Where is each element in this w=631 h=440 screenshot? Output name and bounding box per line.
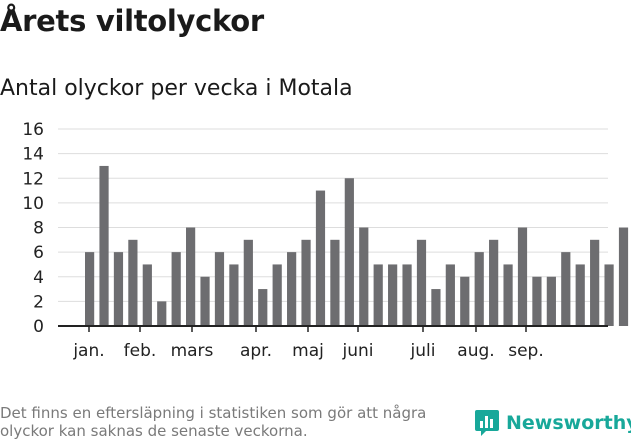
y-tick-label: 0 bbox=[33, 317, 44, 337]
y-tick-label: 6 bbox=[33, 243, 44, 263]
bar bbox=[489, 239, 499, 326]
chart-title: Årets viltolyckor bbox=[0, 4, 264, 38]
x-tick-label: jan. bbox=[72, 341, 104, 361]
x-tick-label: juli bbox=[410, 341, 436, 361]
footnote: Det finns en eftersläpning i statistiken… bbox=[0, 404, 427, 440]
bar bbox=[561, 252, 571, 327]
bar bbox=[157, 301, 167, 327]
newsworthy-logo-icon bbox=[475, 410, 499, 436]
bar bbox=[388, 264, 398, 326]
bar bbox=[243, 239, 253, 326]
bar bbox=[402, 264, 412, 326]
bar bbox=[445, 264, 455, 326]
chart-subtitle: Antal olyckor per vecka i Motala bbox=[0, 76, 353, 101]
x-tick-label: aug. bbox=[457, 341, 494, 361]
bar bbox=[416, 239, 427, 326]
bar bbox=[503, 264, 513, 326]
y-tick-label: 16 bbox=[22, 120, 44, 140]
y-tick-label: 8 bbox=[33, 219, 44, 239]
bar bbox=[85, 252, 95, 327]
bar bbox=[200, 276, 210, 326]
x-tick-label: mars bbox=[171, 341, 214, 361]
bar bbox=[431, 289, 441, 326]
x-tick-label: maj bbox=[292, 341, 324, 361]
bar bbox=[128, 239, 138, 326]
bar bbox=[171, 252, 181, 327]
x-tick-label: apr. bbox=[240, 341, 272, 361]
brand-name: Newsworthy bbox=[506, 412, 631, 434]
bar bbox=[113, 252, 124, 327]
bar bbox=[229, 264, 239, 326]
bar bbox=[301, 239, 311, 326]
bar bbox=[258, 289, 268, 326]
bar bbox=[590, 239, 600, 326]
bar bbox=[474, 252, 484, 327]
bar bbox=[575, 264, 585, 326]
bar bbox=[214, 252, 225, 327]
bar bbox=[330, 239, 340, 326]
x-tick-label: feb. bbox=[124, 341, 157, 361]
bar bbox=[344, 178, 354, 326]
bar bbox=[99, 165, 109, 326]
bar bbox=[532, 276, 542, 326]
bar bbox=[618, 227, 629, 326]
x-tick-label: sep. bbox=[508, 341, 544, 361]
bar bbox=[460, 276, 470, 326]
bar bbox=[315, 190, 326, 326]
y-tick-label: 10 bbox=[22, 194, 44, 214]
bar bbox=[359, 227, 369, 326]
y-tick-label: 14 bbox=[22, 145, 44, 165]
bar bbox=[604, 264, 614, 326]
bar bbox=[272, 264, 282, 326]
y-tick-label: 2 bbox=[33, 292, 44, 312]
bar bbox=[517, 227, 528, 326]
bar bbox=[546, 276, 556, 326]
brand-logo[interactable]: Newsworthy bbox=[474, 408, 631, 438]
bar bbox=[287, 252, 297, 327]
bar bbox=[142, 264, 152, 326]
x-tick-label: juni bbox=[342, 341, 374, 361]
y-tick-label: 12 bbox=[22, 169, 44, 189]
bar bbox=[186, 227, 196, 326]
bar bbox=[373, 264, 383, 326]
y-tick-label: 4 bbox=[33, 268, 44, 288]
